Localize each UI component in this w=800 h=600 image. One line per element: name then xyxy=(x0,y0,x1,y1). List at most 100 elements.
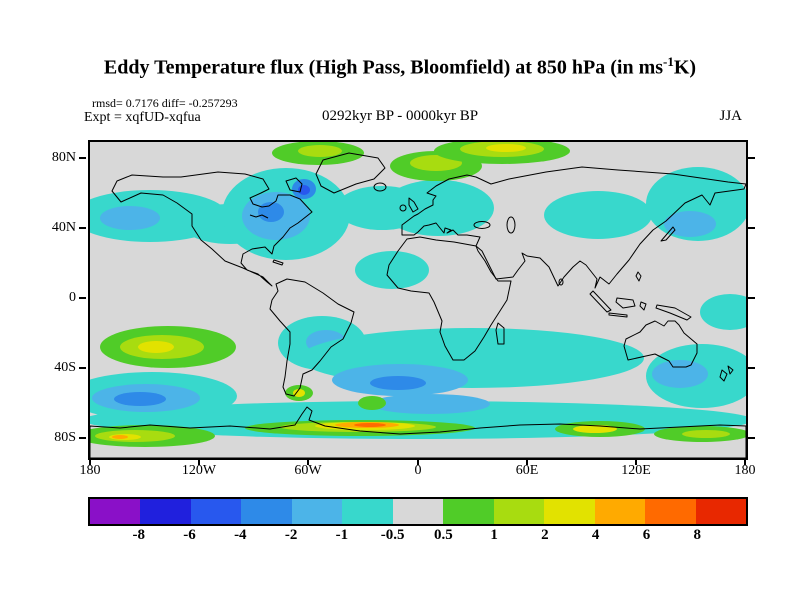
axis-tick xyxy=(635,458,637,465)
coastline-new-zealand-south xyxy=(719,369,728,382)
axis-tick xyxy=(744,458,746,465)
colorbar-segment xyxy=(645,499,696,524)
axis-tick xyxy=(307,458,309,465)
coastline-sulawesi xyxy=(639,301,647,311)
axis-tick xyxy=(79,367,86,369)
anomaly-blob xyxy=(100,206,160,230)
title-superscript: -1 xyxy=(663,54,674,69)
lat-label-40n: 40N xyxy=(51,220,76,235)
axis-tick xyxy=(79,437,86,439)
world-contour-map xyxy=(90,142,746,458)
season-label: JJA xyxy=(719,108,742,124)
colorbar-label: 1 xyxy=(490,527,498,543)
lon-label-60w: 60W xyxy=(294,463,322,478)
anomaly-blob xyxy=(700,294,746,330)
colorbar-label: 2 xyxy=(541,527,549,543)
colorbar-label: 0.5 xyxy=(434,527,453,543)
axis-tick xyxy=(748,437,755,439)
coastline-eurasia xyxy=(401,166,746,289)
lon-label-0: 0 xyxy=(414,463,422,478)
colorbar-label: -0.5 xyxy=(380,527,405,543)
coastline-antarctica xyxy=(90,406,746,458)
colorbar-labels: -8 -6 -4 -2 -1 -0.5 0.5 1 2 4 6 8 xyxy=(88,527,748,545)
axis-tick xyxy=(89,458,91,465)
coastline-sumatra xyxy=(589,290,612,313)
anomaly-blob xyxy=(298,185,310,195)
coastline-cuba xyxy=(272,259,284,266)
coastline-java xyxy=(608,312,628,318)
anomaly-blob xyxy=(382,180,494,236)
lon-label-180e: 180 xyxy=(734,463,756,478)
colorbar-segment xyxy=(493,499,545,524)
period-label: 0292kyr BP - 0000kyr BP xyxy=(321,108,479,124)
coastline-north-america xyxy=(111,171,313,287)
axis-tick xyxy=(198,458,200,465)
colorbar-segment xyxy=(443,499,494,524)
anomaly-blob xyxy=(114,392,166,406)
colorbar-segment xyxy=(594,499,646,524)
anomaly-blob xyxy=(370,376,426,390)
axis-tick xyxy=(748,157,755,159)
anomaly-contours xyxy=(90,142,746,447)
colorbar-segment xyxy=(241,499,292,524)
colorbar-label: 6 xyxy=(642,527,651,543)
colorbar-segment xyxy=(695,499,747,524)
anomaly-blob xyxy=(652,360,708,388)
anomaly-blob xyxy=(664,211,716,237)
colorbar-label: 8 xyxy=(693,527,701,543)
coastline-ireland xyxy=(399,204,407,212)
experiment-label: Expt = xqfUD-xqfua xyxy=(84,110,201,125)
lon-label-120w: 120W xyxy=(181,463,217,478)
anomaly-blob xyxy=(293,389,305,397)
axis-tick xyxy=(79,157,86,159)
anomaly-blob xyxy=(298,145,342,157)
coastline-australia xyxy=(623,320,698,368)
colorbar-label: 4 xyxy=(591,527,600,543)
stats-line: rmsd= 0.7176 diff= -0.257293 xyxy=(92,96,238,110)
axis-tick xyxy=(79,227,86,229)
lon-label-60e: 60E xyxy=(515,463,539,478)
lat-label-40s: 40S xyxy=(54,360,76,375)
anomaly-blob xyxy=(486,144,526,152)
colorbar-segment xyxy=(392,499,444,524)
axis-tick xyxy=(748,297,755,299)
colorbar-label: -8 xyxy=(132,527,146,543)
lat-label-0: 0 xyxy=(69,290,76,305)
coastline-baffin-island xyxy=(285,177,303,193)
axis-tick xyxy=(526,458,528,465)
coastline-britain xyxy=(408,197,419,213)
anomaly-blob xyxy=(355,251,429,289)
title-suffix: K) xyxy=(673,56,697,79)
colorbar-segment xyxy=(90,499,141,524)
colorbar-segment xyxy=(190,499,242,524)
coastline-japan xyxy=(660,226,676,242)
anomaly-blob xyxy=(370,394,490,414)
page-title: Eddy Temperature flux (High Pass, Bloomf… xyxy=(0,54,800,80)
map-frame xyxy=(88,140,748,460)
coastline-greenland xyxy=(315,152,386,194)
coastline-philippines xyxy=(635,271,642,282)
coastlines xyxy=(90,152,746,458)
black-sea xyxy=(473,221,491,229)
colorbar-segment xyxy=(544,499,595,524)
coastline-sri-lanka xyxy=(558,278,564,286)
axis-tick xyxy=(748,227,755,229)
coastline-new-guinea xyxy=(655,304,692,321)
anomaly-blob xyxy=(682,430,730,438)
coastline-iceland xyxy=(373,182,387,192)
anomaly-blob xyxy=(358,396,386,410)
coastline-new-zealand-north xyxy=(727,365,734,375)
anomaly-blob xyxy=(354,423,386,427)
lon-label-120e: 120E xyxy=(621,463,651,478)
colorbar-segment xyxy=(140,499,191,524)
coastline-borneo xyxy=(615,297,636,309)
anomaly-blob xyxy=(138,341,174,353)
colorbar xyxy=(88,497,748,526)
colorbar-segment xyxy=(342,499,393,524)
colorbar-label: -2 xyxy=(284,527,298,543)
anomaly-blob xyxy=(573,425,617,433)
axis-tick xyxy=(748,367,755,369)
coastline-madagascar xyxy=(495,322,505,345)
lon-label-180w: 180 xyxy=(79,463,101,478)
